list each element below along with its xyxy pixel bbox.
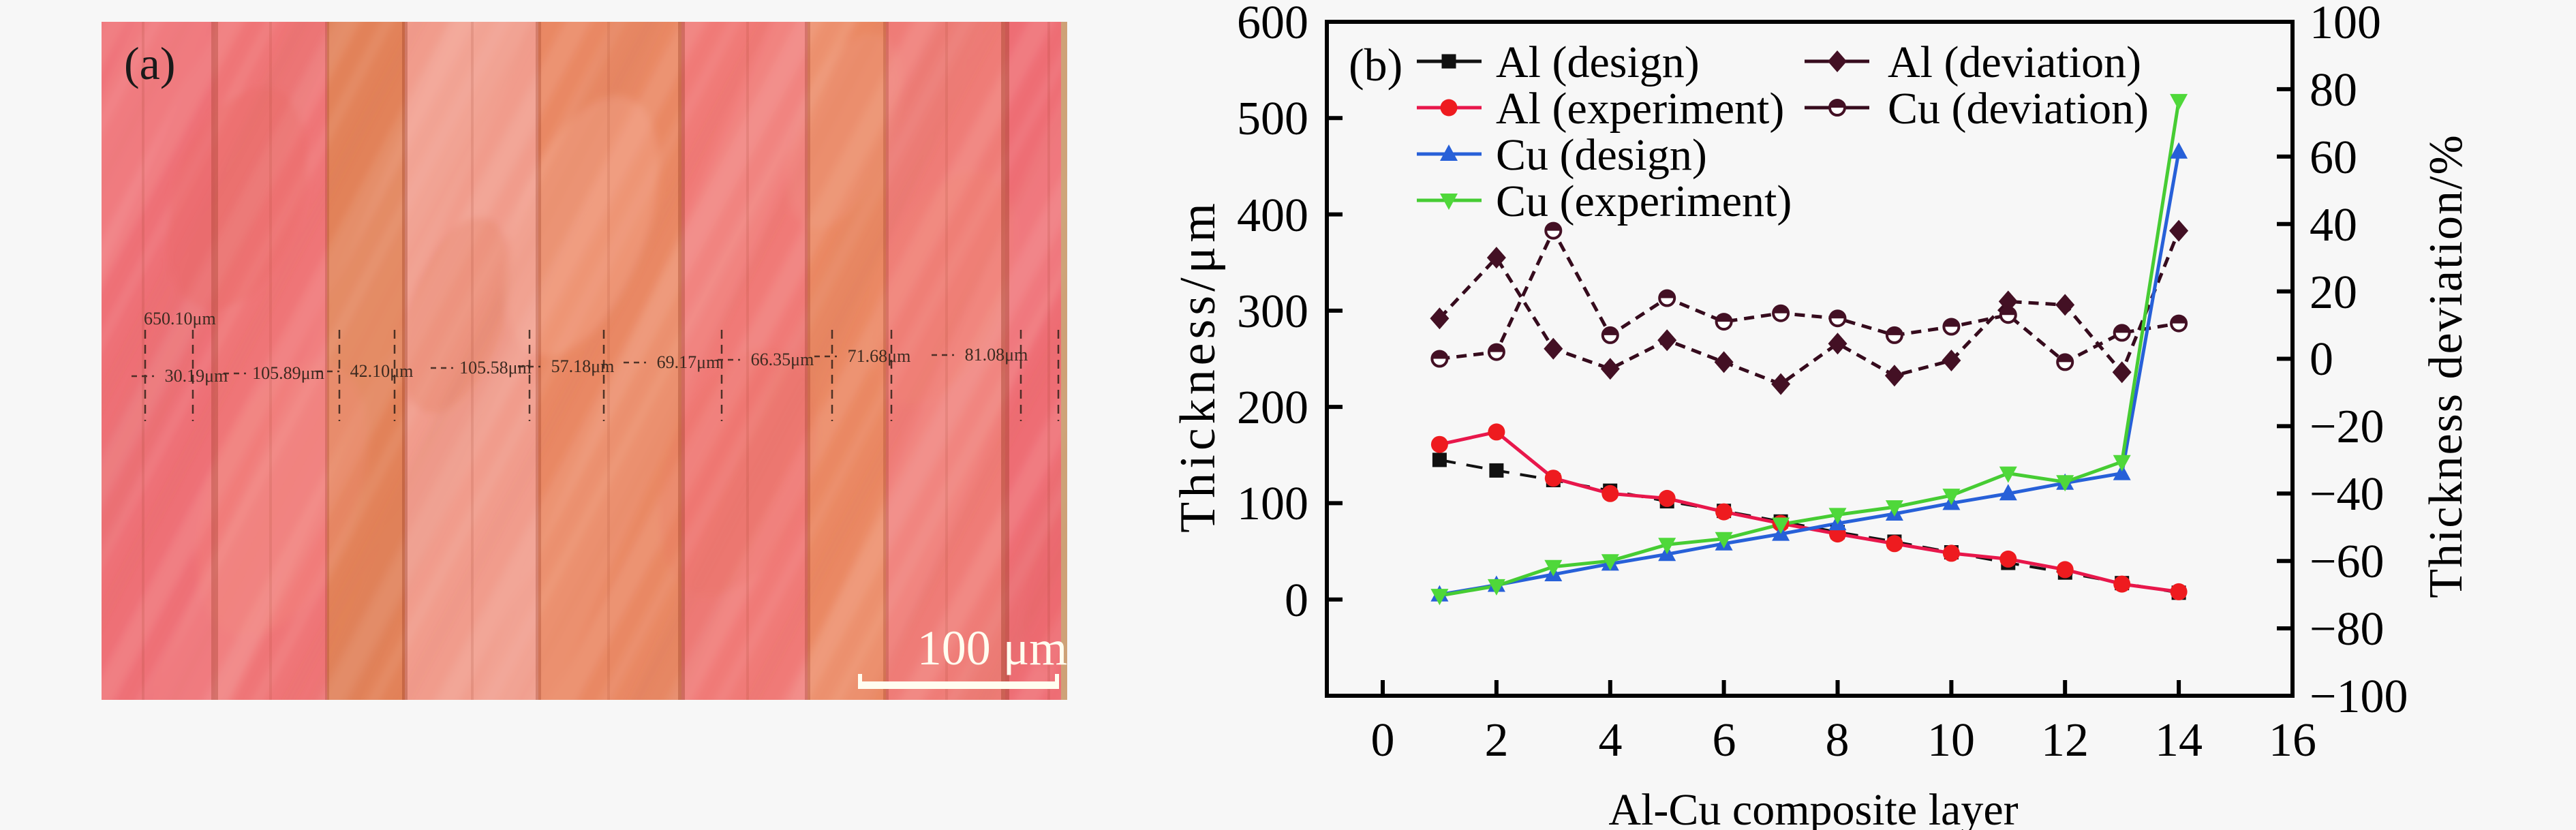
svg-text:Cu (experiment): Cu (experiment) <box>1496 176 1792 226</box>
svg-text:81.08μm: 81.08μm <box>965 345 1028 365</box>
svg-text:Thickness deviation/%: Thickness deviation/% <box>2420 134 2472 598</box>
svg-text:Thickness/μm: Thickness/μm <box>1170 199 1226 533</box>
svg-text:100 μm: 100 μm <box>917 621 1068 675</box>
svg-text:14: 14 <box>2155 714 2203 767</box>
svg-text:4: 4 <box>1599 714 1623 767</box>
svg-text:−100: −100 <box>2310 671 2408 723</box>
svg-text:100: 100 <box>1237 478 1308 530</box>
svg-text:−20: −20 <box>2310 401 2384 453</box>
svg-text:80: 80 <box>2310 64 2357 117</box>
svg-text:10: 10 <box>1927 714 1975 767</box>
svg-text:105.58μm: 105.58μm <box>459 358 532 378</box>
svg-text:71.68μm: 71.68μm <box>848 346 911 366</box>
svg-text:0: 0 <box>2310 333 2333 386</box>
svg-text:20: 20 <box>2310 266 2357 319</box>
svg-text:650.10μm: 650.10μm <box>144 309 216 328</box>
svg-text:69.17μm: 69.17μm <box>657 352 720 372</box>
svg-text:12: 12 <box>2041 714 2089 767</box>
svg-text:400: 400 <box>1237 189 1308 242</box>
svg-text:Al (design): Al (design) <box>1496 37 1700 87</box>
svg-text:(b): (b) <box>1349 39 1402 91</box>
svg-text:66.35μm: 66.35μm <box>751 350 814 369</box>
svg-text:0: 0 <box>1285 574 1308 627</box>
svg-text:105.89μm: 105.89μm <box>252 363 324 383</box>
svg-text:8: 8 <box>1826 714 1850 767</box>
svg-text:200: 200 <box>1237 382 1308 434</box>
svg-text:Cu (deviation): Cu (deviation) <box>1888 84 2149 134</box>
svg-text:Al (experiment): Al (experiment) <box>1496 84 1784 134</box>
svg-text:6: 6 <box>1713 714 1736 767</box>
svg-text:16: 16 <box>2269 714 2316 767</box>
svg-text:500: 500 <box>1237 93 1308 145</box>
svg-text:2: 2 <box>1485 714 1509 767</box>
svg-text:−60: −60 <box>2310 536 2384 588</box>
svg-text:100: 100 <box>2310 0 2381 49</box>
svg-text:Al (deviation): Al (deviation) <box>1888 37 2141 87</box>
svg-text:−40: −40 <box>2310 468 2384 521</box>
svg-text:300: 300 <box>1237 286 1308 338</box>
svg-text:600: 600 <box>1237 0 1308 49</box>
svg-text:(a): (a) <box>124 37 175 89</box>
svg-text:42.10μm: 42.10μm <box>350 361 414 381</box>
svg-text:40: 40 <box>2310 199 2357 251</box>
svg-text:0: 0 <box>1371 714 1395 767</box>
svg-text:Al-Cu composite layer: Al-Cu composite layer <box>1608 785 2018 830</box>
svg-text:57.18μm: 57.18μm <box>551 356 615 376</box>
svg-text:−80: −80 <box>2310 603 2384 656</box>
svg-text:Cu (design): Cu (design) <box>1496 130 1707 180</box>
svg-text:30.19μm: 30.19μm <box>165 366 228 386</box>
svg-text:60: 60 <box>2310 132 2357 184</box>
